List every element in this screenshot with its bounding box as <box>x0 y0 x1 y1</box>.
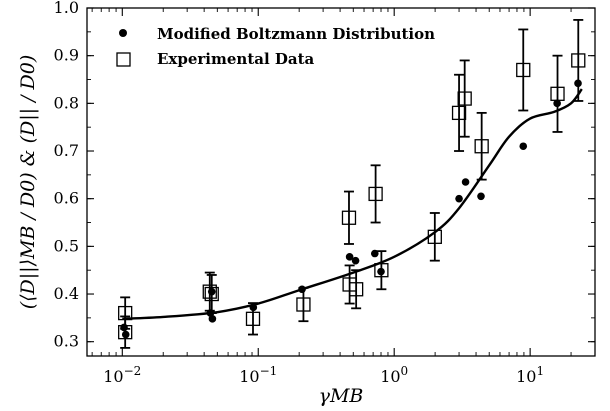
legend-label-model: Modified Boltzmann Distribution <box>157 25 435 43</box>
x-tick-label: 10−1 <box>239 364 277 386</box>
model-point <box>249 303 258 312</box>
experimental-point <box>118 305 133 321</box>
model-point <box>477 192 485 201</box>
y-tick-label: 0.9 <box>54 46 79 65</box>
model-point <box>519 142 528 151</box>
model-point <box>351 256 360 265</box>
model-point <box>298 285 306 294</box>
model-point <box>553 99 561 108</box>
y-tick-label: 0.8 <box>54 93 79 112</box>
experimental-point <box>245 311 261 326</box>
experimental-point <box>348 282 364 297</box>
experimental-point <box>204 286 219 302</box>
y-tick-label: 0.5 <box>54 236 79 255</box>
x-tick-label: 101 <box>516 364 544 386</box>
model-point <box>207 287 216 296</box>
model-point <box>377 267 385 276</box>
y-tick-label: 0.7 <box>54 141 79 160</box>
experimental-point <box>202 284 217 299</box>
legend-marker-square <box>116 52 131 67</box>
plot-frame <box>86 7 596 357</box>
experimental-point <box>374 263 389 278</box>
experimental-point <box>550 86 565 101</box>
model-point <box>206 309 215 317</box>
model-point <box>455 194 463 203</box>
experimental-point <box>427 229 442 244</box>
y-tick-label: 0.4 <box>54 284 79 303</box>
x-tick-label: 100 <box>380 364 408 386</box>
x-tick-label: 10−2 <box>103 364 141 386</box>
y-tick-label: 1.0 <box>54 0 79 17</box>
experimental-point <box>368 186 383 202</box>
legend: Modified Boltzmann Distribution Experime… <box>116 25 435 68</box>
model-point <box>121 330 130 339</box>
fit-curve <box>122 88 583 321</box>
model-point <box>370 249 379 258</box>
experimental-point <box>474 139 489 154</box>
legend-marker-dot <box>119 29 127 37</box>
model-point <box>208 315 217 323</box>
model-point <box>120 323 128 332</box>
model-point <box>461 178 470 186</box>
legend-label-experiment: Experimental Data <box>157 50 315 68</box>
model-point <box>345 253 354 261</box>
model-point <box>574 79 582 88</box>
experimental-point <box>516 62 531 78</box>
experimental-point <box>457 91 472 106</box>
y-tick-label: 0.6 <box>54 189 79 208</box>
y-tick-label: 0.3 <box>54 332 79 351</box>
y-axis-title: (⟨D||⟩MB / D0) & (D|| / D0) <box>17 55 39 310</box>
experimental-point <box>341 210 357 225</box>
experimental-point <box>571 53 586 68</box>
experimental-point <box>451 105 467 121</box>
experimental-point <box>118 325 133 340</box>
experimental-point <box>296 297 311 312</box>
x-axis-title: γMB <box>319 385 364 407</box>
